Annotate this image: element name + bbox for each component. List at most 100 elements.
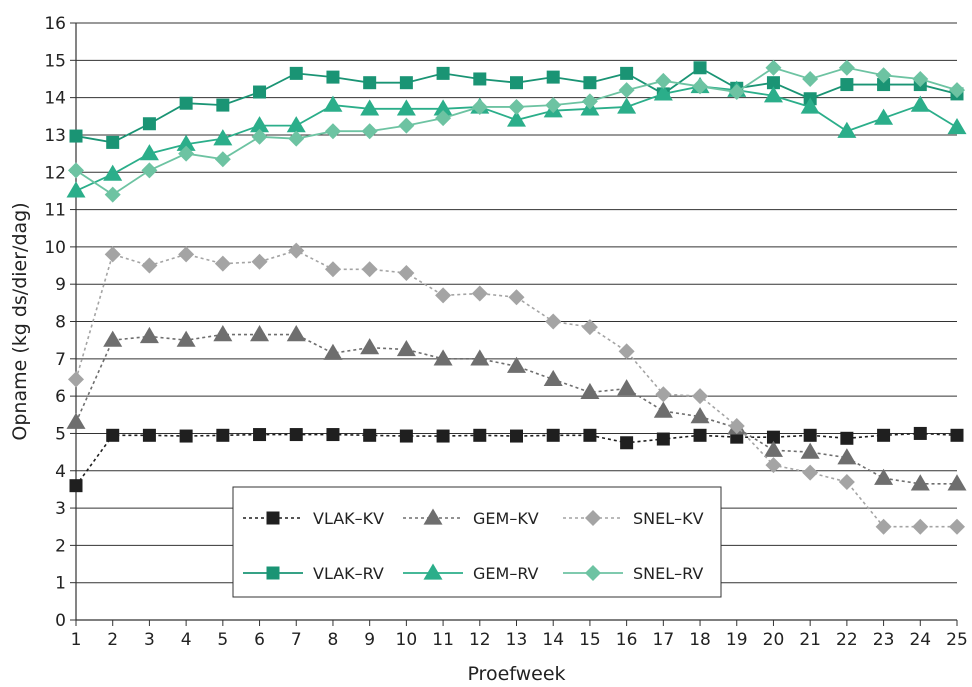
- data-point: [840, 78, 853, 91]
- y-tick-label: 10: [44, 238, 66, 258]
- data-point: [360, 338, 379, 354]
- data-point: [323, 344, 342, 360]
- data-point: [654, 402, 673, 418]
- series-1: [67, 325, 967, 490]
- data-point: [510, 76, 523, 89]
- x-tick-label: 2: [107, 630, 118, 650]
- data-point: [141, 162, 157, 178]
- data-point: [948, 474, 967, 490]
- data-point: [143, 117, 156, 130]
- data-point: [325, 261, 341, 277]
- data-point: [764, 441, 783, 457]
- x-tick-label: 12: [469, 630, 491, 650]
- data-point: [362, 123, 378, 139]
- data-point: [106, 429, 119, 442]
- data-point: [802, 71, 818, 87]
- data-point: [68, 371, 84, 387]
- x-tick-label: 24: [909, 630, 931, 650]
- data-point: [143, 429, 156, 442]
- data-point: [510, 430, 523, 443]
- data-point: [509, 289, 525, 305]
- data-point: [400, 76, 413, 89]
- y-tick-label: 7: [55, 350, 66, 370]
- y-tick-label: 15: [44, 51, 66, 71]
- x-tick-label: 22: [836, 630, 858, 650]
- data-point: [437, 430, 450, 443]
- data-point: [544, 370, 563, 386]
- legend-marker: [267, 512, 280, 525]
- x-tick-label: 21: [799, 630, 821, 650]
- data-point: [140, 327, 159, 343]
- data-point: [470, 349, 489, 365]
- data-point: [106, 136, 119, 149]
- x-tick-label: 18: [689, 630, 711, 650]
- data-point: [948, 118, 967, 134]
- data-point: [213, 325, 232, 341]
- y-tick-label: 8: [55, 313, 66, 333]
- data-point: [765, 60, 781, 76]
- y-tick-label: 16: [44, 14, 66, 34]
- series-4: [67, 77, 967, 198]
- data-point: [877, 429, 890, 442]
- data-point: [70, 479, 83, 492]
- data-point: [837, 448, 856, 464]
- x-tick-label: 8: [328, 630, 339, 650]
- plot-area: [67, 60, 967, 535]
- legend-label: SNEL–KV: [633, 509, 704, 528]
- data-point: [398, 118, 414, 134]
- x-tick-label: 17: [653, 630, 675, 650]
- x-tick-label: 7: [291, 630, 302, 650]
- data-point: [180, 97, 193, 110]
- data-point: [801, 443, 820, 459]
- data-point: [620, 67, 633, 80]
- data-point: [67, 181, 86, 197]
- legend-marker: [267, 567, 280, 580]
- data-point: [619, 82, 635, 98]
- data-point: [68, 162, 84, 178]
- data-point: [655, 73, 671, 89]
- data-point: [326, 428, 339, 441]
- data-point: [840, 432, 853, 445]
- data-point: [545, 314, 561, 330]
- x-tick-label: 1: [71, 630, 82, 650]
- x-tick-label: 11: [432, 630, 454, 650]
- series-0: [70, 427, 964, 492]
- data-point: [694, 429, 707, 442]
- data-point: [398, 265, 414, 281]
- data-point: [949, 519, 965, 535]
- data-point: [67, 413, 86, 429]
- y-tick-label: 6: [55, 387, 66, 407]
- data-point: [839, 60, 855, 76]
- data-point: [288, 131, 304, 147]
- y-axis-ticks: 012345678910111213141516: [44, 14, 76, 631]
- legend-label: GEM–KV: [473, 509, 539, 528]
- y-tick-label: 14: [44, 89, 66, 109]
- y-tick-label: 2: [55, 536, 66, 556]
- data-point: [657, 433, 670, 446]
- data-point: [617, 379, 636, 395]
- data-point: [290, 67, 303, 80]
- data-point: [911, 474, 930, 490]
- data-point: [253, 428, 266, 441]
- data-point: [620, 436, 633, 449]
- x-tick-label: 16: [616, 630, 638, 650]
- data-point: [692, 388, 708, 404]
- data-point: [804, 429, 817, 442]
- data-point: [326, 71, 339, 84]
- legend-label: GEM–RV: [473, 564, 539, 583]
- data-point: [180, 430, 193, 443]
- data-point: [472, 286, 488, 302]
- x-tick-label: 5: [217, 630, 228, 650]
- data-point: [178, 246, 194, 262]
- x-tick-label: 9: [364, 630, 375, 650]
- data-point: [694, 61, 707, 74]
- data-point: [141, 258, 157, 274]
- y-axis-title: Opname (kg ds/dier/dag): [9, 202, 31, 440]
- data-point: [288, 243, 304, 259]
- data-point: [400, 430, 413, 443]
- data-point: [250, 325, 269, 341]
- data-point: [325, 123, 341, 139]
- legend: VLAK–KV GEM–KV SNEL–KVVLAK–RV GEM–RV SNEL–RV: [233, 487, 721, 597]
- x-tick-label: 6: [254, 630, 265, 650]
